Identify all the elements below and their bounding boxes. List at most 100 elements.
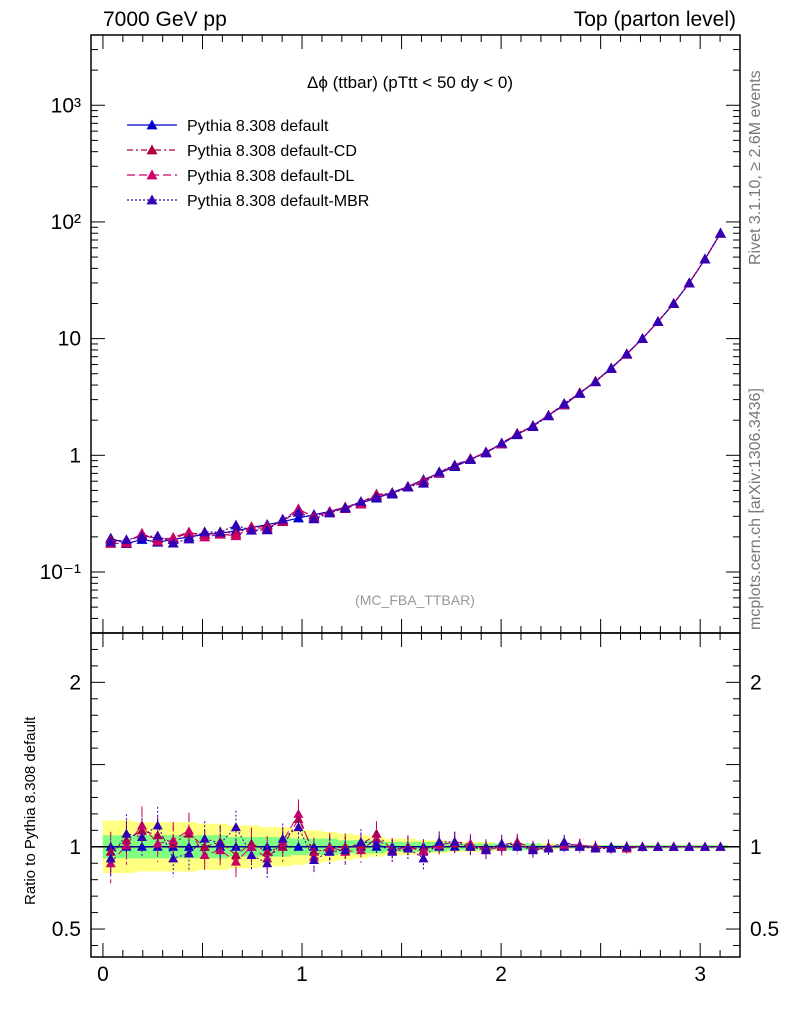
series-3-point	[668, 297, 680, 308]
series-3-ratio-point	[699, 841, 710, 851]
series-3-point	[277, 513, 289, 524]
series-1-ratio-point	[262, 846, 273, 856]
series-3-ratio-point	[574, 841, 585, 851]
series-0-legend-label: Pythia 8.308 default	[187, 118, 329, 135]
series-2-ratio-point	[121, 840, 132, 850]
series-3-point	[496, 437, 508, 448]
series-3-ratio-point	[402, 843, 413, 853]
main-y-tick-label: 10⁻¹	[40, 561, 81, 584]
series-3-point	[480, 447, 492, 458]
series-1-legend-label: Pythia 8.308 default-CD	[187, 143, 357, 160]
series-3-point	[183, 533, 195, 544]
series-3-point	[199, 526, 211, 537]
series-2-line	[110, 232, 722, 545]
series-3-ratio-point	[543, 843, 554, 853]
series-3-point	[652, 316, 664, 326]
series-3-ratio-point	[215, 838, 226, 848]
series-3-ratio-point	[371, 838, 382, 848]
series-3-point	[558, 397, 570, 408]
series-2-ratio-point	[262, 853, 273, 863]
series-2-ratio-point	[418, 846, 429, 856]
series-3-ratio-point	[590, 843, 601, 853]
series-3-ratio-point	[434, 836, 445, 846]
series-2-ratio-point	[168, 835, 179, 845]
series-3-line	[110, 232, 722, 544]
series-3-ratio-point	[621, 841, 632, 851]
x-tick-label: 1	[296, 963, 308, 986]
series-3-point	[167, 537, 179, 548]
series-3-point	[214, 526, 226, 537]
series-3-ratio-point	[308, 854, 319, 864]
series-0-point	[292, 512, 304, 523]
series-3-ratio-point	[262, 858, 273, 868]
series-3-point	[105, 536, 117, 547]
series-3-legend-label: Pythia 8.308 default-MBR	[187, 193, 369, 210]
ratio-y-tick-label-right: 1	[750, 836, 762, 859]
series-2-ratio-point	[136, 820, 147, 830]
series-3-legend-marker	[146, 194, 158, 205]
series-3-point	[308, 513, 320, 524]
series-2-ratio-point	[215, 845, 226, 855]
series-2-ratio-line	[110, 812, 721, 864]
x-tick-label: 2	[495, 963, 507, 986]
ratio-y-tick-label: 2	[69, 671, 81, 694]
series-3-ratio-point	[465, 841, 476, 851]
series-1-ratio-line	[110, 817, 721, 856]
series-3-point	[386, 488, 398, 499]
series-3-point	[699, 253, 711, 264]
series-3-point	[402, 481, 414, 492]
series-3-ratio-point	[496, 838, 507, 848]
series-3-point	[339, 502, 351, 513]
series-3-point	[464, 454, 476, 464]
series-3-point	[355, 496, 367, 506]
series-3-ratio-point	[293, 822, 304, 832]
main-y-tick-label: 10²	[51, 211, 81, 234]
series-3-point	[605, 363, 617, 373]
ratio-y-tick-label-right: 2	[750, 671, 762, 694]
series-3-point	[636, 333, 648, 344]
series-3-ratio-point	[230, 822, 241, 832]
series-3-ratio-point	[168, 853, 179, 863]
series-3-ratio-point	[246, 850, 257, 860]
series-3-point	[261, 524, 273, 535]
series-3-point	[542, 410, 554, 421]
series-3-point	[152, 530, 164, 541]
main-y-tick-label: 10³	[51, 94, 81, 117]
series-3-ratio-point	[387, 846, 398, 856]
series-3-ratio-point	[684, 841, 695, 851]
series-2-legend-marker	[146, 169, 158, 180]
ratio-y-tick-label-right: 0.5	[750, 918, 779, 941]
series-3-point	[136, 531, 148, 541]
series-3-point	[683, 277, 695, 288]
series-3-ratio-point	[637, 841, 648, 851]
series-3-ratio-point	[152, 820, 163, 830]
series-2-point	[167, 531, 179, 542]
series-3-ratio-point	[418, 853, 429, 863]
series-2-ratio-point	[246, 841, 257, 851]
series-3-point	[230, 519, 242, 530]
series-3-ratio-point	[121, 828, 132, 838]
series-3-ratio-point	[105, 853, 116, 863]
series-3-point	[449, 459, 461, 470]
header-right-title: Top (parton level)	[573, 8, 736, 31]
series-3-ratio-point	[324, 846, 335, 856]
header-left-title: 7000 GeV pp	[103, 8, 227, 31]
ratio-panel: 0 1 2 3 0.5 0.5 1 1 2 2	[52, 632, 779, 986]
series-3-ratio-point	[199, 833, 210, 843]
main-y-tick-label: 10	[58, 328, 81, 351]
series-3-point	[589, 376, 601, 387]
x-tick-label: 3	[694, 963, 706, 986]
series-3-point	[417, 477, 429, 488]
ratio-y-tick-label: 0.5	[52, 918, 81, 941]
series-3-ratio-point	[277, 833, 288, 843]
ratio-frame	[90, 632, 741, 958]
series-0-ratio-point	[293, 841, 304, 851]
series-3-ratio-point	[480, 845, 491, 855]
series-2-legend-label: Pythia 8.308 default-DL	[187, 168, 354, 185]
series-3-ratio-point	[449, 836, 460, 846]
series-3-ratio-point	[668, 841, 679, 851]
series-2-point	[183, 526, 195, 537]
series-3-point	[324, 507, 336, 518]
main-panel: 10⁻¹ 1 10 10² 10³	[40, 34, 741, 634]
